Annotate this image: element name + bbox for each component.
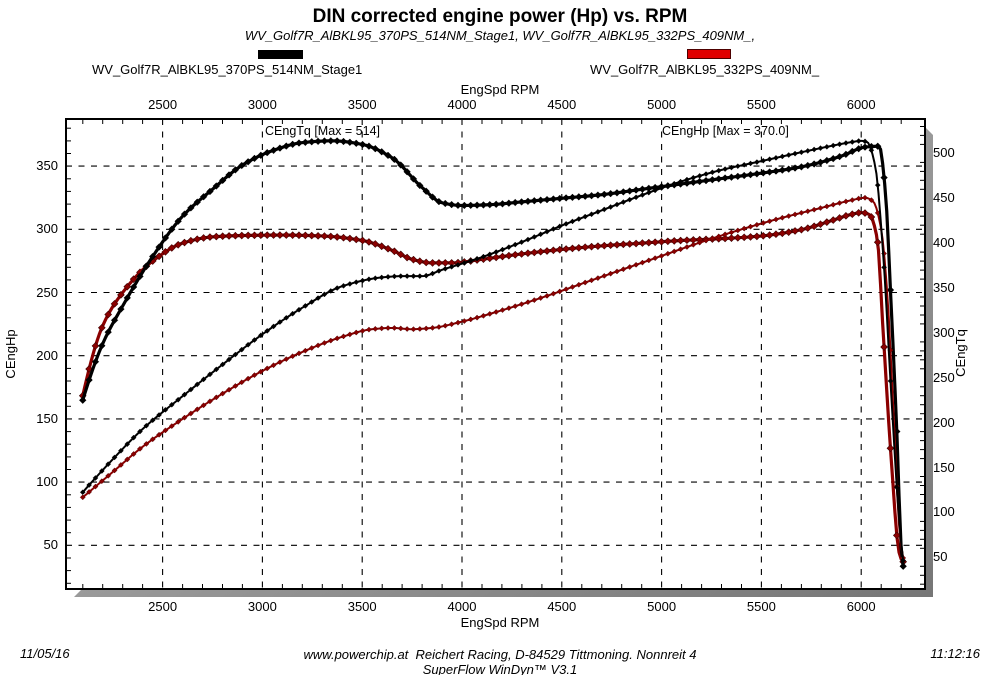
svg-text:CEngHp: CEngHp — [3, 329, 18, 378]
svg-text:CEngTq: CEngTq — [953, 329, 968, 377]
